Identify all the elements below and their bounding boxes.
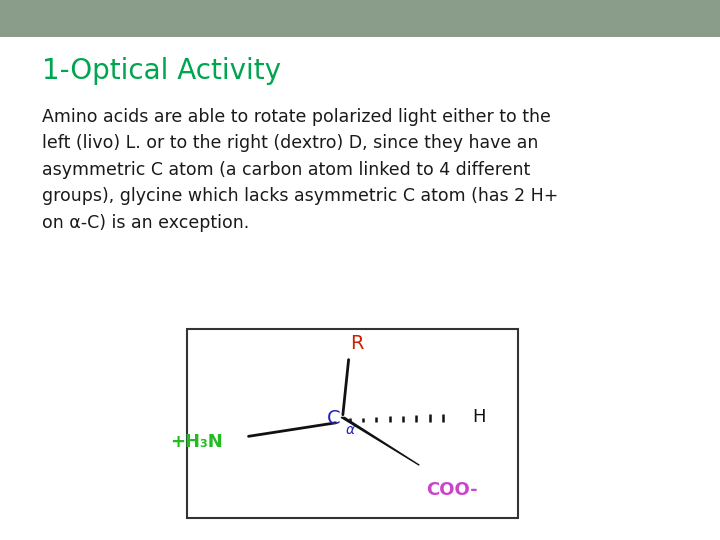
Text: +H₃N: +H₃N [171, 433, 223, 451]
Text: R: R [351, 334, 364, 353]
Text: C: C [327, 409, 341, 428]
Text: $\alpha$: $\alpha$ [345, 423, 356, 437]
Text: COO-: COO- [426, 482, 478, 500]
Bar [0, 0, 720, 37]
Polygon shape [341, 417, 419, 465]
Text: H: H [472, 408, 486, 427]
Text: 1-Optical Activity: 1-Optical Activity [42, 57, 281, 85]
Text: Amino acids are able to rotate polarized light either to the
left (livo) L. or t: Amino acids are able to rotate polarized… [42, 108, 558, 232]
Bar [187, 329, 518, 518]
